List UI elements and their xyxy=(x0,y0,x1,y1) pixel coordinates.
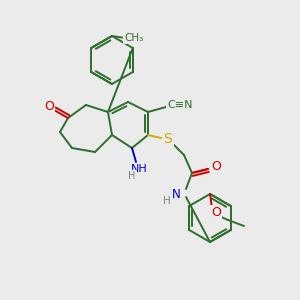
Text: C≡N: C≡N xyxy=(167,100,193,110)
Text: O: O xyxy=(211,206,221,220)
Text: H: H xyxy=(128,171,136,181)
Text: N: N xyxy=(172,188,180,202)
Text: H: H xyxy=(163,196,171,206)
Text: S: S xyxy=(164,132,172,146)
Text: NH: NH xyxy=(130,164,147,174)
Text: O: O xyxy=(44,100,54,113)
Text: O: O xyxy=(211,160,221,173)
Text: CH₃: CH₃ xyxy=(124,33,144,43)
